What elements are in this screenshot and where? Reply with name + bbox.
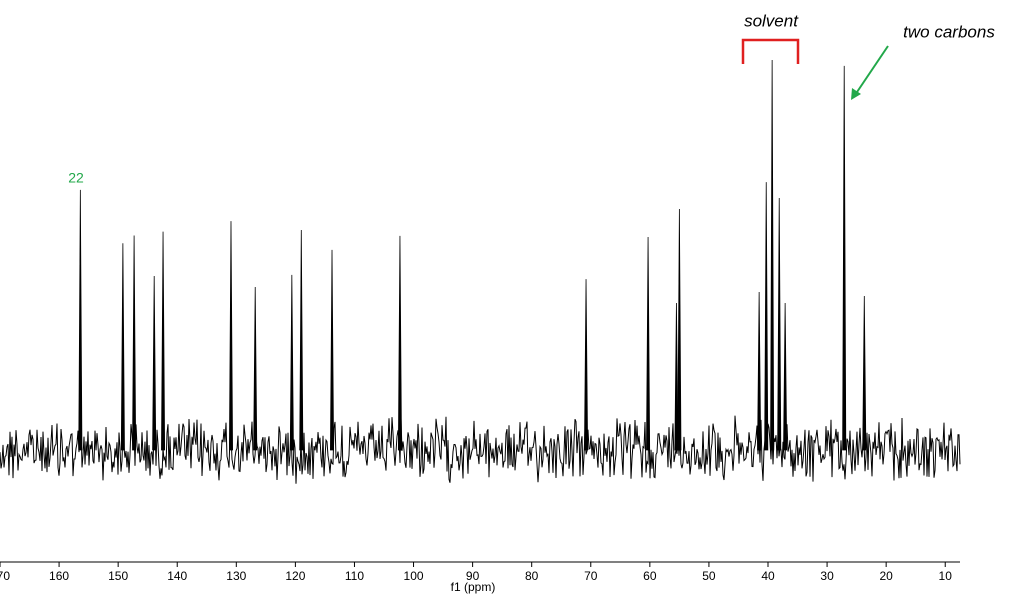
peak <box>584 279 589 451</box>
x-tick-label: 170 <box>0 569 10 583</box>
peak <box>132 235 137 451</box>
noise-baseline <box>0 415 961 484</box>
peak <box>397 235 402 451</box>
x-tick-label: 120 <box>285 569 305 583</box>
peak <box>120 243 125 451</box>
peak <box>757 292 762 451</box>
x-tick-label: 90 <box>466 569 480 583</box>
peak <box>677 208 682 451</box>
x-tick-label: 30 <box>820 569 834 583</box>
peak <box>862 295 867 451</box>
arrow-head <box>851 88 861 100</box>
x-tick-label: 140 <box>167 569 187 583</box>
peak <box>842 65 847 451</box>
x-tick-label: 50 <box>702 569 716 583</box>
x-tick-label: 80 <box>525 569 539 583</box>
solvent-annotation: solvent <box>744 11 799 30</box>
x-tick-label: 160 <box>49 569 69 583</box>
x-tick-label: 40 <box>761 569 775 583</box>
x-tick-label: 70 <box>584 569 598 583</box>
x-axis-label: f1 (ppm) <box>451 580 496 594</box>
peak <box>783 302 788 451</box>
peak <box>674 302 679 451</box>
peak <box>777 198 782 451</box>
peak <box>78 189 83 451</box>
peak <box>764 182 769 451</box>
x-tick-label: 110 <box>345 569 364 583</box>
peak <box>646 237 651 451</box>
peak <box>152 276 157 451</box>
x-tick-label: 130 <box>226 569 246 583</box>
peak-annotation: 22 <box>68 170 84 186</box>
two-carbons-annotation: two carbons <box>903 22 995 41</box>
peak <box>770 59 775 451</box>
arrow-shaft <box>854 45 889 96</box>
x-tick-label: 150 <box>108 569 128 583</box>
peak <box>228 221 233 451</box>
solvent-bracket <box>741 38 800 64</box>
peak <box>289 274 294 451</box>
x-tick-label: 100 <box>404 569 424 583</box>
x-tick-label: 10 <box>939 569 953 583</box>
peak <box>330 249 335 451</box>
peak <box>161 231 166 451</box>
x-tick-label: 20 <box>879 569 893 583</box>
plot <box>0 59 961 484</box>
peak <box>253 286 258 451</box>
peak <box>299 230 304 451</box>
x-tick-label: 60 <box>643 569 657 583</box>
